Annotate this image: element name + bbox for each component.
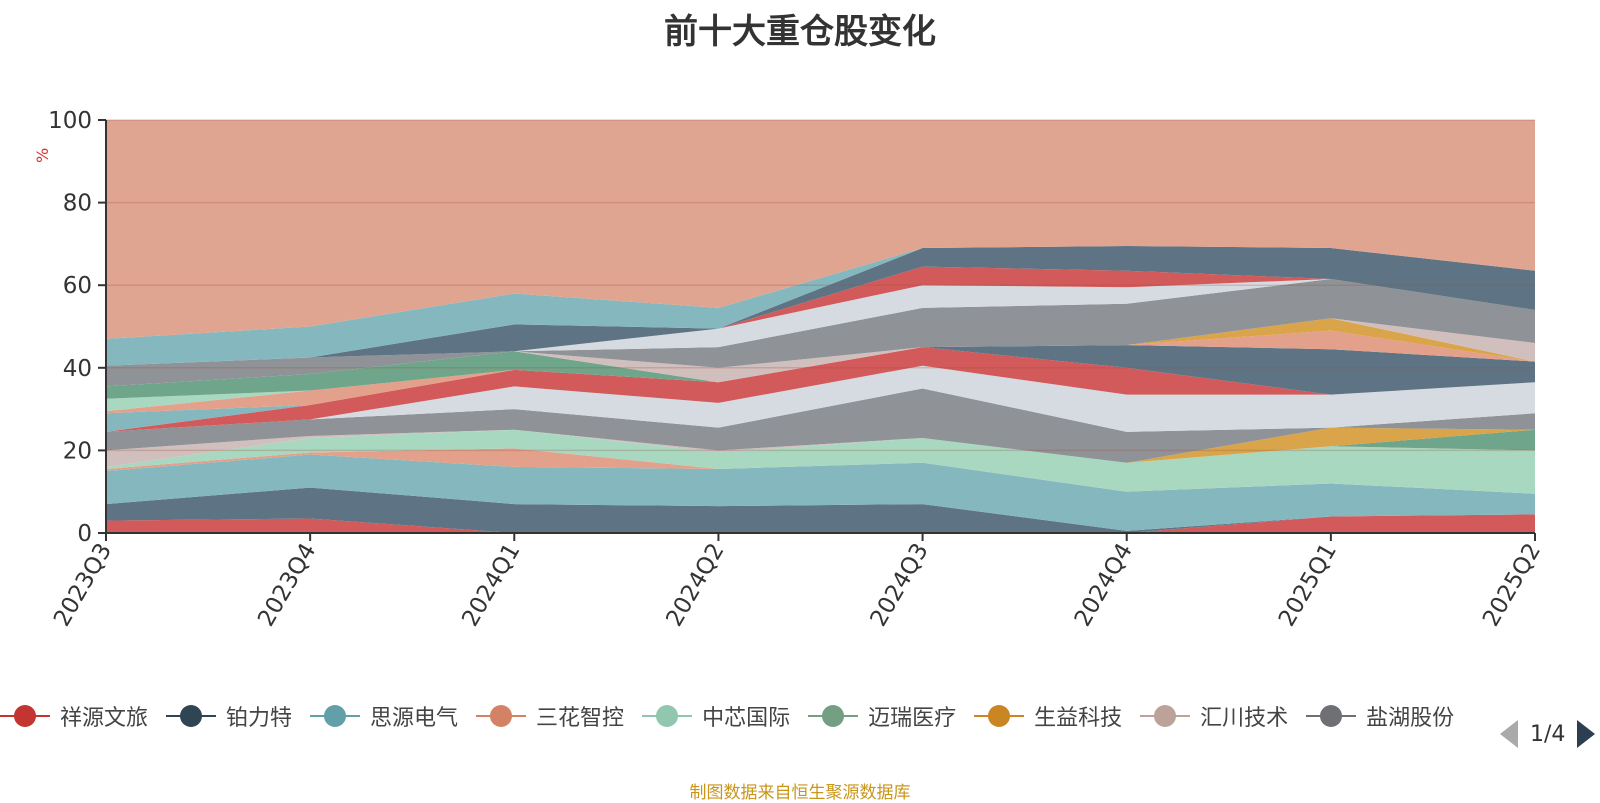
y-axis-unit: % [33,148,52,163]
legend-label: 汇川技术 [1200,706,1289,731]
legend-item[interactable]: 思源电气 [310,700,458,732]
area-band-21 [106,245,1535,366]
legend-item[interactable]: 铂力特 [166,700,292,732]
grid-lines [106,119,1535,452]
legend-item[interactable]: 生益科技 [974,700,1122,732]
area-band-11 [106,345,1535,432]
x-tick-label: 2025Q1 [1274,539,1342,631]
legend-label: 生益科技 [1034,706,1123,731]
area-band-4 [106,429,1535,494]
legend-item[interactable]: 祥源文旅 [0,700,148,732]
legend-item[interactable]: 迈瑞医疗 [808,700,956,732]
prev-page-arrow-icon[interactable] [1500,720,1518,748]
y-tick-label: 0 [77,521,92,547]
area-band-18 [106,279,1535,387]
x-tick-label: 2024Q3 [866,539,934,631]
area-band-15 [106,330,1535,399]
area-band-8 [106,388,1535,463]
legend-marker-icon [0,701,50,731]
legend-item[interactable]: 盐湖股份 [1306,700,1454,732]
page-indicator: 1/4 [1530,721,1566,747]
area-band-1 [106,487,1535,533]
area-band-6 [106,427,1535,467]
area-band-13 [106,330,1535,414]
x-tick-label: 2024Q2 [661,539,729,631]
x-tick-label: 2025Q2 [1478,539,1546,631]
legend-marker-icon [808,701,859,731]
legend-label: 盐湖股份 [1366,706,1455,731]
y-tick-label: 40 [63,356,92,382]
area-band-3 [106,448,1535,494]
y-tick-label: 20 [63,438,92,464]
y-tick-label: 80 [63,191,92,217]
legend-label: 中芯国际 [702,706,791,731]
legend-label: 祥源文旅 [60,706,149,731]
area-band-23 [106,120,1535,339]
legend-item[interactable]: 三花智控 [476,700,624,732]
legend-pager: 1/4 [1500,716,1596,752]
y-tick-label: 60 [63,273,92,299]
area-band-9 [106,365,1535,432]
area-band-10 [106,347,1535,432]
x-tick-label: 2023Q4 [253,539,321,631]
area-band-2 [106,454,1535,531]
legend-marker-icon [1306,701,1357,731]
next-page-arrow-icon[interactable] [1577,720,1596,748]
legend-marker-icon [974,701,1025,731]
legend-item[interactable]: 中芯国际 [642,700,790,732]
legend-marker-icon [1140,701,1191,731]
legend: 祥源文旅 铂力特 思源电气 三花智控 中芯国际 迈瑞医疗 生益科技 汇川技术 盐湖股份 [0,700,1490,736]
legend-label: 思源电气 [370,706,459,731]
legend-marker-icon [642,701,693,731]
chart-title: 前十大重仓股变化 [664,12,936,52]
legend-label: 铂力特 [226,706,293,731]
area-bands [106,120,1535,533]
legend-marker-icon [476,701,527,731]
y-tick-label: 100 [48,108,92,134]
legend-marker-icon [310,701,361,731]
legend-item[interactable]: 汇川技术 [1140,700,1288,732]
source-footer: 制图数据来自恒生聚源数据库 [689,783,911,803]
x-tick-label: 2023Q3 [49,539,117,631]
area-band-22 [106,245,1535,366]
area-band-19 [106,279,1535,366]
legend-label: 迈瑞医疗 [868,706,957,731]
legend-label: 三花智控 [536,706,625,731]
x-tick-label: 2024Q1 [457,539,525,631]
area-band-0 [106,514,1535,533]
legend-marker-icon [166,701,217,731]
x-tick-label: 2024Q4 [1070,539,1138,631]
